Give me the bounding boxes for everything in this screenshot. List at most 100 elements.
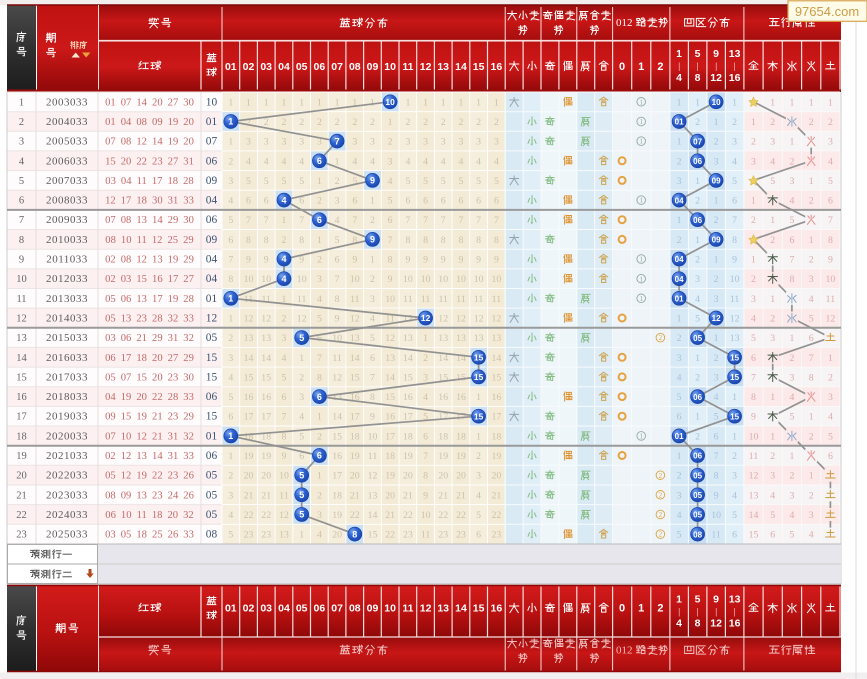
svg-text:2: 2 [714,274,719,285]
svg-text:8: 8 [228,274,233,285]
svg-text:1: 1 [423,333,428,344]
svg-text:11: 11 [492,294,502,305]
svg-text:1: 1 [751,255,756,266]
svg-text:06: 06 [206,155,218,167]
svg-text:1: 1 [352,97,357,108]
svg-text:|: | [678,607,680,617]
svg-text:19: 19 [456,451,466,462]
svg-text:2010033: 2010033 [46,234,88,246]
svg-text:5: 5 [695,594,701,606]
svg-text:3: 3 [751,294,756,305]
svg-text:9: 9 [828,255,833,266]
svg-text:21: 21 [244,490,254,501]
svg-text:1: 1 [228,294,233,304]
svg-text:14: 14 [385,372,395,383]
svg-text:1: 1 [228,137,233,148]
svg-text:12: 12 [385,333,395,344]
svg-text:3: 3 [789,176,794,187]
svg-text:2014033: 2014033 [46,313,88,325]
svg-text:11: 11 [730,294,740,305]
svg-text:16: 16 [438,392,448,403]
svg-text:2: 2 [677,333,682,344]
svg-text:6: 6 [677,412,682,423]
svg-text:3: 3 [423,372,428,383]
svg-text:9: 9 [370,176,375,186]
svg-text:8: 8 [299,235,304,246]
svg-text:5: 5 [388,196,393,207]
svg-text:17: 17 [332,471,342,482]
svg-text:4: 4 [695,294,700,305]
svg-text:5: 5 [789,215,794,226]
svg-text:14: 14 [332,412,342,423]
svg-text:7: 7 [732,215,737,226]
svg-text:3: 3 [370,294,375,305]
svg-text:1: 1 [299,353,304,364]
svg-text:16: 16 [385,412,395,423]
svg-text:2022033: 2022033 [46,470,88,482]
svg-text:11: 11 [438,294,448,305]
svg-text:10: 10 [384,61,396,73]
svg-text:11: 11 [421,294,431,305]
svg-text:6: 6 [476,530,481,541]
svg-text:4: 4 [676,72,682,84]
svg-text:18: 18 [261,431,271,442]
svg-text:22: 22 [492,510,502,521]
svg-text:1: 1 [770,431,775,442]
svg-text:3: 3 [828,392,833,403]
svg-text:15: 15 [473,603,485,615]
svg-text:12: 12 [438,314,448,325]
svg-text:05: 05 [206,509,218,521]
svg-text:18: 18 [350,431,360,442]
svg-text:|: | [734,61,736,71]
svg-text:2009033: 2009033 [46,214,88,226]
svg-text:3: 3 [299,137,304,148]
svg-text:22: 22 [385,530,395,541]
svg-text:9: 9 [751,412,756,423]
svg-text:5: 5 [789,412,794,423]
svg-text:05 07 15 20 23 30: 05 07 15 20 23 30 [105,372,194,383]
svg-text:15: 15 [730,373,739,382]
svg-text:4: 4 [352,156,357,167]
svg-text:2: 2 [732,117,737,128]
svg-text:22: 22 [456,510,466,521]
svg-text:3: 3 [335,196,340,207]
svg-text:2: 2 [246,117,251,128]
svg-text:7: 7 [19,215,24,226]
svg-text:3: 3 [282,137,287,148]
svg-text:2: 2 [770,314,775,325]
svg-text:10: 10 [332,333,342,344]
svg-text:1: 1 [677,451,682,462]
svg-text:05: 05 [693,491,702,500]
svg-text:1: 1 [695,97,700,108]
svg-text:04: 04 [675,275,684,284]
svg-text:6: 6 [299,451,304,462]
svg-text:11: 11 [402,603,413,615]
svg-text:3: 3 [441,137,446,148]
svg-text:1: 1 [809,176,814,187]
svg-text:19: 19 [332,510,342,521]
svg-text:16: 16 [729,72,741,84]
svg-text:08 10 11 12 25 29: 08 10 11 12 25 29 [105,235,193,246]
svg-text:1: 1 [494,97,499,108]
svg-text:08: 08 [206,529,218,541]
svg-text:2: 2 [809,431,814,442]
svg-text:6: 6 [405,196,410,207]
svg-text:5: 5 [423,412,428,423]
svg-text:09: 09 [712,236,721,245]
svg-text:13: 13 [350,333,360,344]
svg-text:5: 5 [264,176,269,187]
svg-text:04: 04 [675,255,684,264]
svg-text:9: 9 [282,451,287,462]
svg-text:7: 7 [317,353,322,364]
svg-text:21: 21 [492,490,502,501]
svg-text:3: 3 [264,137,269,148]
svg-text:2: 2 [677,156,682,167]
svg-text:16: 16 [261,392,271,403]
svg-text:19: 19 [244,451,254,462]
svg-text:2: 2 [714,137,719,148]
svg-text:15: 15 [474,411,484,421]
svg-text:5: 5 [228,215,233,226]
svg-text:12: 12 [421,313,431,323]
svg-text:2: 2 [370,274,375,285]
svg-text:2: 2 [732,451,737,462]
